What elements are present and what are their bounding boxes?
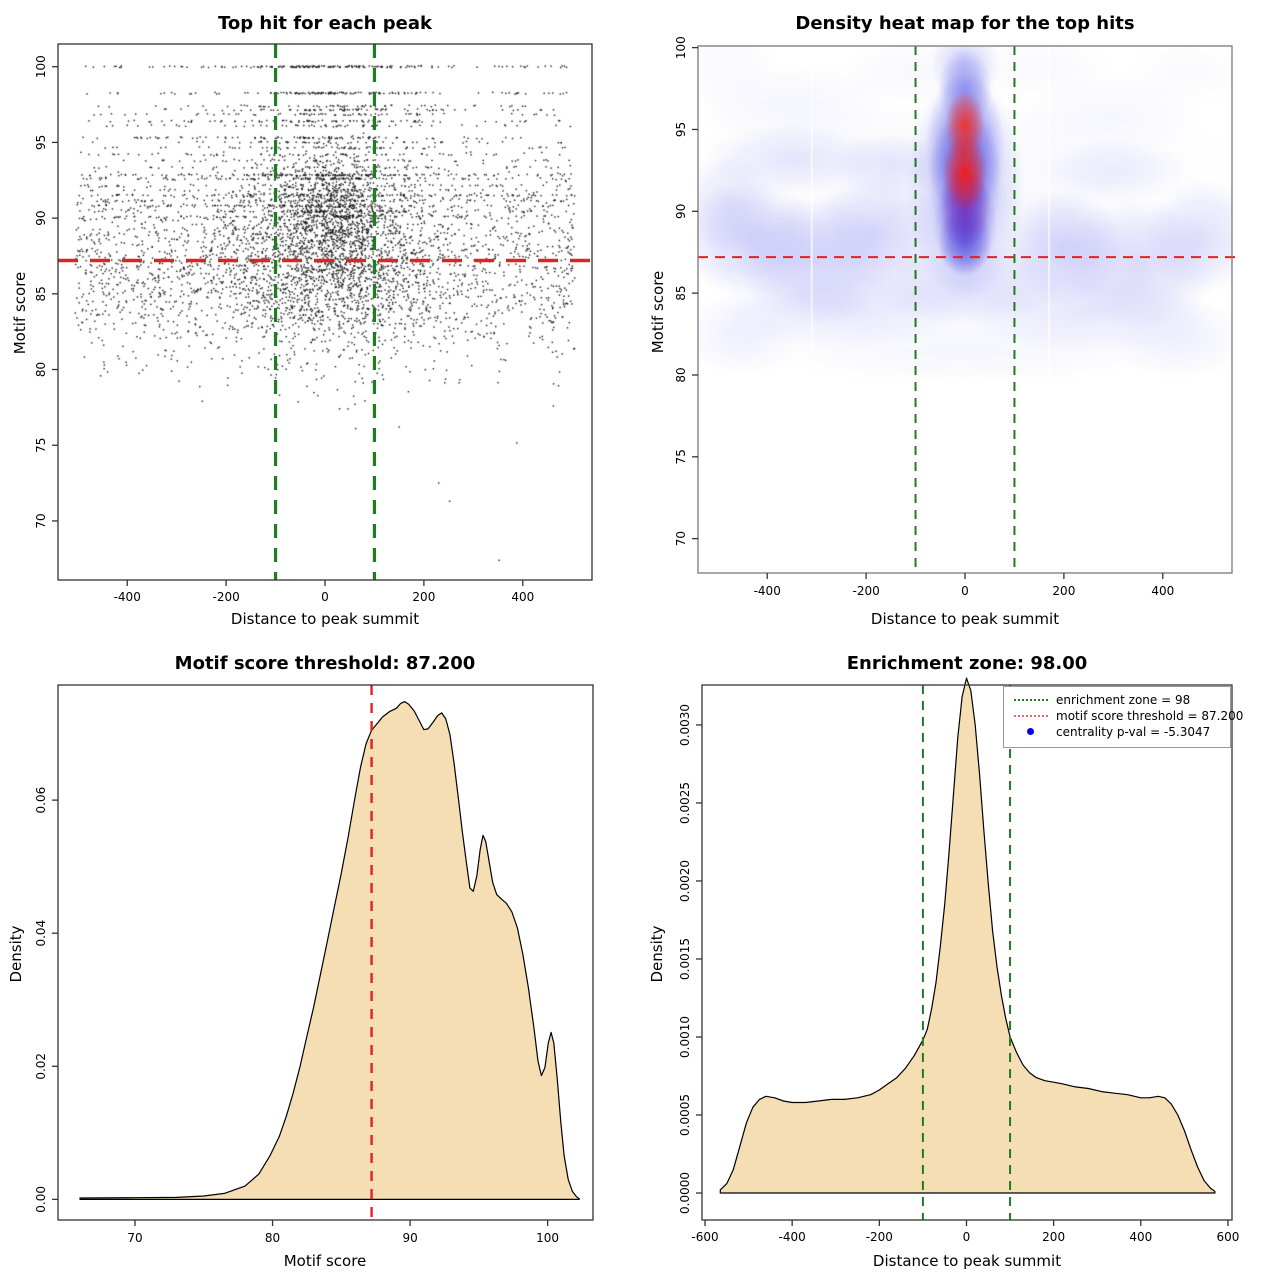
legend-item: enrichment zone = 98 — [1004, 692, 1230, 707]
tick-label: 200 — [1052, 584, 1075, 598]
tick-label: 0.00 — [34, 1186, 48, 1213]
tick-label: 70 — [674, 531, 688, 546]
tick-label: 80 — [34, 362, 48, 377]
tick-label: -200 — [852, 584, 879, 598]
score-density-panel-title: Motif score threshold: 87.200 — [174, 653, 476, 674]
blue-dot-mark — [1027, 727, 1034, 735]
tick-label: 80 — [674, 367, 688, 382]
tick-label: 0.02 — [34, 1053, 48, 1080]
tick-label: 90 — [402, 1231, 417, 1245]
scatter-y-axis-label: Motif score — [11, 271, 29, 355]
tick-label: 90 — [34, 210, 48, 225]
tick-label: 70 — [34, 513, 48, 528]
tick-label: 100 — [536, 1231, 559, 1245]
tick-label: 80 — [265, 1231, 280, 1245]
red-dotted-line-mark — [1014, 714, 1048, 717]
tick-label: 0.04 — [34, 920, 48, 947]
legend-item: motif score threshold = 87.200 — [1004, 708, 1243, 723]
tick-label: 0 — [321, 590, 329, 604]
tick-label: -200 — [212, 590, 239, 604]
tick-label: 0 — [961, 584, 969, 598]
tick-label: 95 — [34, 135, 48, 150]
tick-label: 0 — [963, 1230, 971, 1244]
tick-label: 100 — [34, 55, 48, 78]
tick-label: 0.0000 — [678, 1172, 692, 1214]
green-dotted-line-mark — [1014, 698, 1048, 701]
tick-label: 400 — [1151, 584, 1174, 598]
tick-label: 75 — [674, 449, 688, 464]
score-density-x-axis-label: Motif score — [283, 1252, 367, 1270]
heatmap-panel-title: Density heat map for the top hits — [795, 13, 1135, 34]
legend-item: centrality p-val = -5.3047 — [1004, 724, 1230, 739]
density-curve — [719, 677, 1216, 1194]
tick-label: 400 — [511, 590, 534, 604]
tick-label: 100 — [674, 36, 688, 59]
tick-label: 95 — [674, 122, 688, 137]
tick-label: 400 — [1129, 1230, 1152, 1244]
tick-label: 75 — [34, 438, 48, 453]
legend-label: centrality p-val = -5.3047 — [1056, 724, 1211, 739]
tick-label: 85 — [34, 286, 48, 301]
tick-label: 85 — [674, 285, 688, 300]
tick-label: 0.06 — [34, 787, 48, 814]
tick-label: -400 — [779, 1230, 806, 1244]
tick-label: -400 — [754, 584, 781, 598]
red-dotted-line — [1014, 711, 1048, 721]
density-curve — [79, 701, 580, 1200]
legend-box: enrichment zone = 98 motif score threshol… — [1003, 686, 1243, 748]
legend-label: motif score threshold = 87.200 — [1056, 708, 1244, 723]
tick-label: 600 — [1216, 1230, 1239, 1244]
heatmap-x-axis-label: Distance to peak summit — [870, 610, 1060, 628]
blue-dot — [1014, 727, 1048, 737]
tick-label: 200 — [1042, 1230, 1065, 1244]
tick-label: -200 — [866, 1230, 893, 1244]
tick-label: 0.0025 — [678, 782, 692, 824]
tick-label: -400 — [114, 590, 141, 604]
green-dotted-line — [1014, 695, 1048, 705]
tick-label: 0.0015 — [678, 938, 692, 980]
plot-box — [57, 684, 594, 1221]
tick-label: 200 — [412, 590, 435, 604]
heatmap-y-axis-label: Motif score — [649, 270, 667, 354]
score-density-y-axis-label: Density — [7, 925, 25, 983]
tick-label: 0.0005 — [678, 1094, 692, 1136]
tick-label: 0.0010 — [678, 1016, 692, 1058]
plot-box — [57, 43, 593, 581]
plot-box — [697, 45, 1233, 574]
tick-label: 0.0030 — [678, 704, 692, 746]
tick-label: 0.0020 — [678, 860, 692, 902]
tick-label: -600 — [691, 1230, 718, 1244]
distance-density-y-axis-label: Density — [648, 925, 666, 983]
legend-label: enrichment zone = 98 — [1056, 692, 1191, 707]
tick-label: 90 — [674, 204, 688, 219]
scatter-x-axis-label: Distance to peak summit — [230, 610, 420, 628]
tick-label: 70 — [127, 1231, 142, 1245]
scatter-panel-title: Top hit for each peak — [218, 13, 432, 34]
distance-density-panel-title: Enrichment zone: 98.00 — [846, 653, 1088, 674]
distance-density-x-axis-label: Distance to peak summit — [872, 1252, 1062, 1270]
